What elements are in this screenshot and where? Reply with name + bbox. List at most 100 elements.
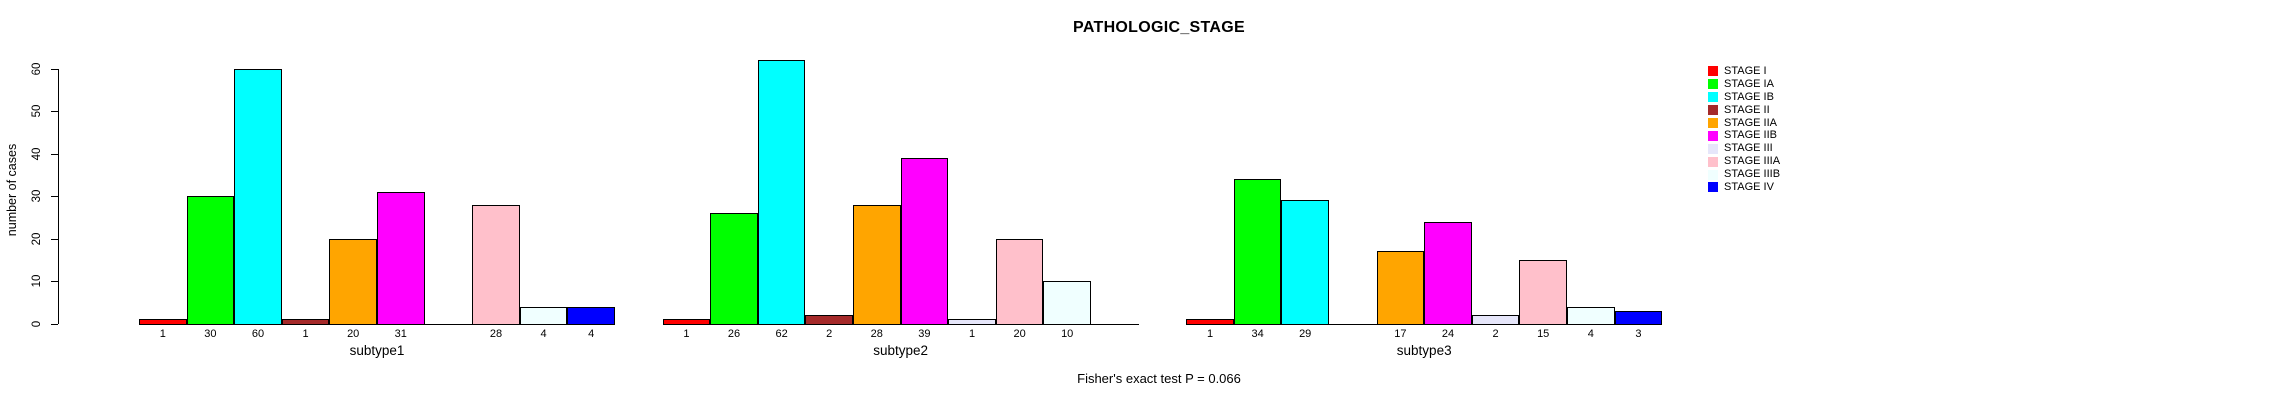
bar-stage-iib-subtype2 [900,157,949,325]
bar-stage-i-subtype2 [662,319,711,325]
legend-item-stage-iia: STAGE IIA [1708,117,1780,130]
bar-value-label: 1 [968,328,976,340]
group-label-subtype1: subtype1 [349,342,405,358]
legend-label: STAGE IIB [1724,129,1777,142]
group-label-subtype2: subtype2 [873,342,928,358]
legend-swatch-stage-iii [1708,143,1718,154]
legend-label: STAGE IIA [1724,116,1777,129]
bar-value-label: 28 [489,328,503,340]
bar-value-label: 29 [1299,328,1312,340]
legend-swatch-stage-ib [1708,92,1718,103]
bar-stage-ii-subtype2 [805,315,853,325]
legend-swatch-stage-iiib [1708,169,1718,180]
legend-label: STAGE IIIA [1724,155,1781,168]
bar-value-label: 60 [251,328,265,340]
bar-value-label: 24 [1441,328,1455,340]
bar-stage-ib-subtype3 [1281,200,1329,325]
bar-stage-ia-subtype1 [186,196,235,325]
bar-value-label: 28 [870,328,883,340]
chart-title: PATHOLOGIC_STAGE [1073,19,1245,36]
y-axis-tick [51,281,58,282]
bar-value-label: 1 [302,328,309,340]
bar-stage-iiib-subtype2 [1043,281,1091,325]
bar-stage-i-subtype3 [1186,319,1234,325]
legend-label: STAGE IB [1724,90,1774,103]
legend-swatch-stage-ii [1708,105,1718,116]
y-axis-tick-label: 40 [31,147,43,160]
y-axis-tick [51,196,58,197]
y-axis-label: number of cases [5,143,19,237]
legend-item-stage-iiia: STAGE IIIA [1708,155,1780,168]
y-axis-tick-label: 20 [31,232,43,245]
bar-value-label: 20 [1013,328,1026,340]
bar-stage-iib-subtype1 [377,191,425,325]
bar-value-label: 2 [826,328,833,340]
legend-item-stage-iib: STAGE IIB [1708,129,1780,142]
y-axis-tick [51,153,58,155]
bar-value-label: 31 [394,328,407,340]
bar-value-label: 15 [1537,328,1550,340]
legend-label: STAGE IV [1724,180,1774,193]
bar-value-label: 4 [588,328,595,340]
legend-item-stage-ii: STAGE II [1708,104,1780,117]
bar-value-label: 3 [1635,328,1642,340]
y-axis-tick-label: 60 [31,62,43,75]
bar-value-label: 26 [727,328,741,340]
legend-label: STAGE IA [1724,77,1774,90]
bar-value-label: 2 [1492,328,1499,340]
legend: STAGE I STAGE IA STAGE IB STAGE II STAGE IIA… [1708,65,1780,194]
bar-value-label: 1 [159,328,166,340]
bar-stage-iv-subtype1 [567,306,615,325]
bar-stage-ia-subtype2 [710,213,758,325]
bar-value-label: 4 [540,328,547,340]
bar-value-label: 1 [1206,328,1214,340]
bar-value-label: 1 [683,328,690,340]
fisher-test-text: Fisher's exact test P = 0.066 [1077,371,1241,386]
bar-stage-iiib-subtype1 [519,306,568,325]
bar-stage-iia-subtype2 [853,204,901,325]
legend-item-stage-iii: STAGE III [1708,142,1780,155]
bar-stage-ia-subtype3 [1233,179,1282,325]
legend-swatch-stage-iiia [1708,156,1718,167]
legend-item-stage-iv: STAGE IV [1708,181,1780,194]
bar-value-label: 30 [204,328,217,340]
bar-value-label: 39 [918,328,931,340]
bar-stage-iv-subtype3 [1614,310,1663,325]
legend-item-stage-iiib: STAGE IIIB [1708,168,1780,181]
bar-value-label: 62 [775,328,788,340]
y-axis-tick-label: 10 [31,274,43,288]
bar-value-label: 20 [347,328,360,340]
legend-swatch-stage-ia [1708,79,1718,90]
legend-label: STAGE III [1724,142,1773,155]
bar-stage-iia-subtype3 [1376,251,1425,325]
bar-stage-iib-subtype3 [1424,221,1472,325]
legend-label: STAGE I [1724,64,1767,77]
bar-value-label: 4 [1587,328,1594,340]
legend-label: STAGE IIIB [1724,168,1781,181]
bar-value-label: 34 [1251,328,1264,340]
y-axis-tick-label: 50 [31,104,43,118]
bar-value-label: 17 [1394,328,1407,340]
bar-stage-iiia-subtype1 [472,204,520,325]
bar-stage-ii-subtype1 [281,319,330,325]
bar-stage-i-subtype1 [139,319,187,325]
legend-swatch-stage-iia [1708,118,1718,128]
legend-label: STAGE II [1724,103,1770,116]
bar-stage-ib-subtype2 [757,60,806,325]
bar-stage-iii-subtype2 [948,319,996,325]
bar-stage-iii-subtype3 [1471,315,1520,325]
y-axis-tick-label: 30 [31,189,43,203]
bar-stage-iiia-subtype2 [995,238,1044,325]
legend-swatch-stage-iib [1708,130,1718,141]
legend-swatch-stage-iv [1708,182,1718,193]
bar-stage-ib-subtype1 [234,68,282,325]
bar-value-label: 10 [1061,328,1074,340]
legend-item-stage-ib: STAGE IB [1708,91,1780,104]
group-label-subtype3: subtype3 [1396,342,1452,358]
y-axis-tick [51,68,58,70]
y-axis-tick [51,111,58,112]
bar-stage-iia-subtype1 [329,238,377,325]
legend-swatch-stage-i [1708,66,1718,77]
y-axis-tick [51,323,58,325]
